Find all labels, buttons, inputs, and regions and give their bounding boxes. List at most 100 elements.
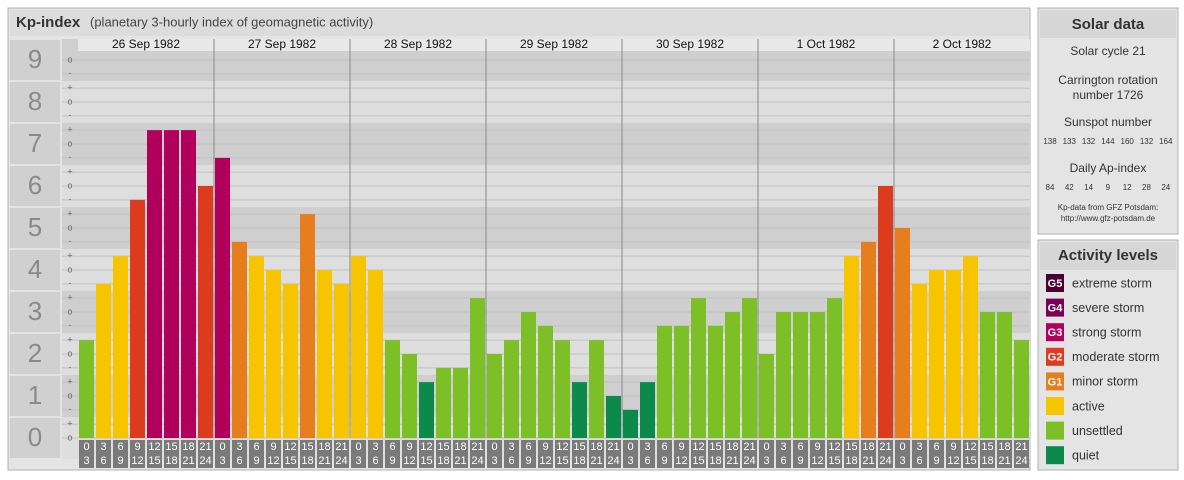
day-label: 1 Oct 1982 (797, 37, 856, 51)
hour-box (810, 440, 825, 468)
hour-box (334, 440, 349, 468)
legend-swatch (1046, 347, 1064, 366)
hour-box (912, 440, 927, 468)
day-label: 27 Sep 1982 (248, 37, 316, 51)
x-tick-label: 21 (743, 441, 755, 453)
legend-swatch (1046, 421, 1064, 440)
minor-tick-label: + (67, 335, 72, 345)
x-tick-label: 12 (675, 455, 687, 467)
bar (1014, 340, 1029, 438)
x-tick-label: 12 (131, 455, 143, 467)
x-tick-label: 3 (355, 455, 361, 467)
bar (759, 354, 774, 438)
y-tick-label: 6 (28, 170, 42, 200)
y-tick-label: 8 (28, 86, 42, 116)
ap-title: Daily Ap-index (1070, 161, 1147, 175)
hour-box (657, 440, 672, 468)
legend-label: moderate storm (1072, 350, 1160, 364)
x-tick-label: 3 (644, 441, 650, 453)
minor-tick-label: o (67, 138, 72, 148)
panel-title-bar (1040, 10, 1176, 38)
x-tick-label: 9 (525, 455, 531, 467)
ap-value: 24 (1161, 183, 1170, 192)
ap-value: 12 (1123, 183, 1132, 192)
hour-box (946, 440, 961, 468)
hour-box (79, 440, 94, 468)
x-tick-label: 12 (403, 455, 415, 467)
hour-box (147, 440, 162, 468)
hour-box (351, 440, 366, 468)
legend-code: G4 (1048, 303, 1064, 315)
minor-tick-label: - (69, 236, 72, 246)
x-tick-label: 21 (454, 455, 466, 467)
bar (606, 396, 621, 438)
legend-code: G1 (1048, 376, 1063, 388)
x-tick-label: 18 (998, 441, 1010, 453)
hour-box (759, 440, 774, 468)
hour-box (266, 440, 281, 468)
x-tick-label: 6 (372, 455, 378, 467)
x-tick-label: 9 (389, 455, 395, 467)
hour-box (215, 440, 230, 468)
hour-box (283, 440, 298, 468)
x-tick-label: 21 (182, 455, 194, 467)
day-label: 2 Oct 1982 (933, 37, 992, 51)
x-tick-label: 24 (1015, 455, 1027, 467)
minor-tick-label: o (67, 264, 72, 274)
ap-value: 42 (1065, 183, 1074, 192)
x-tick-label: 15 (692, 455, 704, 467)
hour-box (385, 440, 400, 468)
ap-value: 9 (1106, 183, 1111, 192)
x-tick-label: 0 (899, 441, 905, 453)
x-tick-label: 3 (627, 455, 633, 467)
y-label-box (10, 418, 60, 458)
y-tick-label: 7 (28, 128, 42, 158)
day-header-band (78, 39, 1030, 51)
x-tick-label: 18 (590, 441, 602, 453)
hour-box (708, 440, 723, 468)
x-tick-label: 18 (709, 455, 721, 467)
minor-tick-label: o (67, 54, 72, 64)
bar (368, 270, 383, 438)
x-tick-label: 3 (763, 455, 769, 467)
x-tick-label: 3 (780, 441, 786, 453)
x-tick-label: 9 (661, 455, 667, 467)
x-tick-label: 18 (318, 441, 330, 453)
hour-box (929, 440, 944, 468)
x-tick-label: 3 (372, 441, 378, 453)
hour-box (164, 440, 179, 468)
x-tick-label: 18 (862, 441, 874, 453)
source-url: http://www.gfz-potsdam.de (1061, 214, 1156, 223)
x-tick-label: 12 (267, 455, 279, 467)
minor-tick-label: - (69, 320, 72, 330)
y-label-box (10, 40, 60, 80)
bar (589, 340, 604, 438)
x-tick-label: 6 (389, 441, 395, 453)
bar (385, 340, 400, 438)
x-tick-label: 21 (335, 441, 347, 453)
bar (946, 270, 961, 438)
minor-tick-label: o (67, 180, 72, 190)
y-tick-label: 1 (28, 380, 42, 410)
x-tick-label: 6 (780, 455, 786, 467)
hour-box (878, 440, 893, 468)
bar (623, 409, 638, 438)
minor-tick-label: - (69, 152, 72, 162)
x-tick-label: 3 (899, 455, 905, 467)
x-tick-label: 21 (471, 441, 483, 453)
bar (844, 256, 859, 438)
y-label-box (10, 334, 60, 374)
x-tick-label: 15 (573, 441, 585, 453)
x-tick-label: 21 (318, 455, 330, 467)
hour-box (538, 440, 553, 468)
hour-box (402, 440, 417, 468)
bar (79, 340, 94, 438)
x-tick-label: 9 (134, 441, 140, 453)
bar (470, 298, 485, 438)
legend-code: G5 (1048, 278, 1063, 290)
y-tick-label: 4 (28, 254, 42, 284)
hour-box (181, 440, 196, 468)
solar-title: Solar data (1072, 16, 1145, 33)
hour-box (1014, 440, 1029, 468)
x-tick-label: 12 (947, 455, 959, 467)
